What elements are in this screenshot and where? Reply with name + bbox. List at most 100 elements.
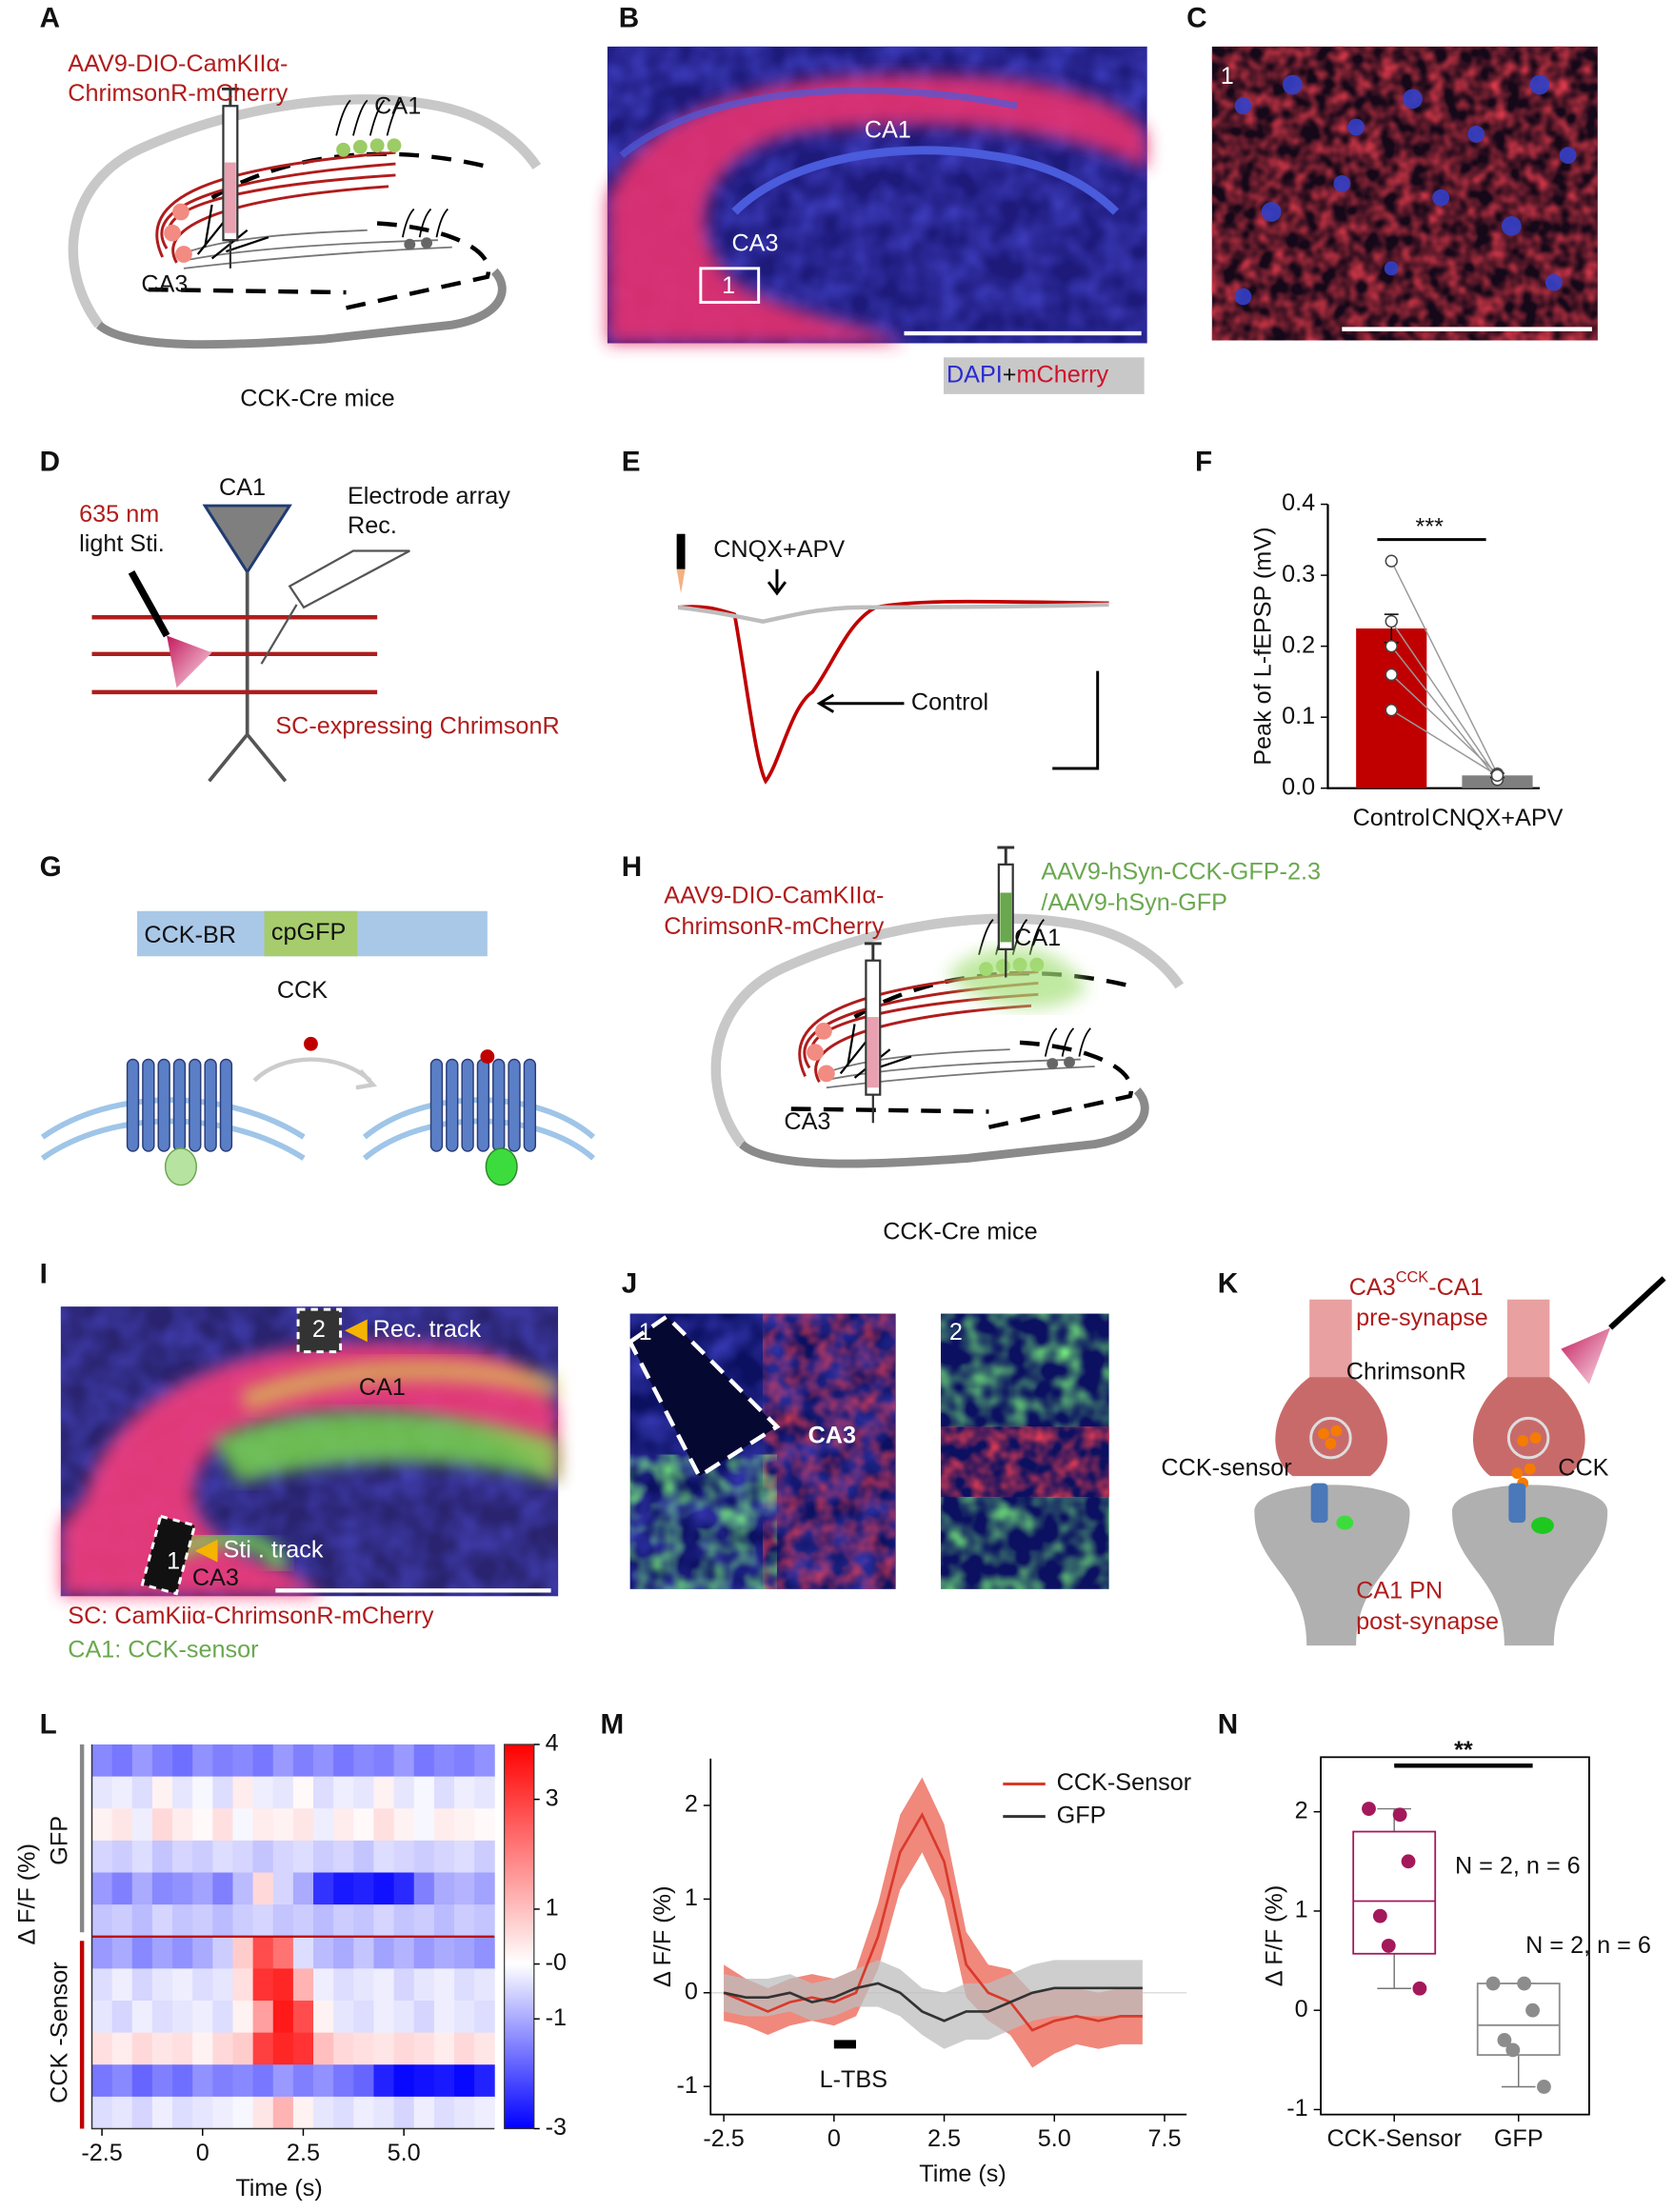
data-point xyxy=(1485,1976,1501,1991)
heat-cell xyxy=(292,1840,314,1873)
y-tick-label: 0 xyxy=(685,1978,698,2004)
inset-box xyxy=(699,267,761,304)
heat-cell xyxy=(212,2032,233,2065)
virus-label: AAV9-DIO-CamKIIα- xyxy=(664,883,884,909)
heat-cell xyxy=(151,2000,173,2034)
heat-cell xyxy=(333,1904,354,1938)
gfp-dim xyxy=(164,1147,198,1186)
heat-cell xyxy=(252,1840,274,1873)
heat-cell xyxy=(212,2096,233,2129)
heat-cell xyxy=(433,1776,455,1809)
pathway-label-part: -CA1 xyxy=(1428,1274,1483,1301)
stim-label: light Sti. xyxy=(79,530,165,557)
track-label: Sti . track xyxy=(223,1536,323,1563)
heat-cell xyxy=(353,1840,374,1873)
heat-cell xyxy=(353,2000,374,2034)
heat-cell xyxy=(131,1808,153,1842)
neuron-dendrite xyxy=(208,571,288,783)
series-line xyxy=(723,1982,1143,2023)
heat-cell xyxy=(151,1776,173,1809)
heat-cell xyxy=(393,2096,415,2129)
light-cone xyxy=(167,635,212,688)
stain-legend-red: mCherry xyxy=(1017,361,1109,388)
heat-cell xyxy=(413,2096,435,2129)
pathway-label: SC-expressing ChrimsonR xyxy=(275,713,559,740)
heat-cell xyxy=(373,2032,395,2065)
data-point xyxy=(1525,2003,1540,2018)
region-label: CA3 xyxy=(192,1564,239,1591)
heat-cell xyxy=(292,2000,314,2034)
heat-cell xyxy=(111,1744,133,1778)
box xyxy=(1476,1983,1561,2056)
drug-trace xyxy=(677,602,1109,624)
injection-needle xyxy=(997,846,1015,978)
gfp-bright xyxy=(485,1147,518,1186)
heat-cell xyxy=(91,1808,113,1842)
stim-track-box xyxy=(627,1313,781,1480)
stain-legend: DAPI+mCherry xyxy=(947,361,1109,388)
heat-cell xyxy=(373,2064,395,2098)
pathway-label: pre-synapse xyxy=(1356,1305,1488,1331)
cell-label: post-synapse xyxy=(1356,1608,1499,1635)
heat-cell xyxy=(413,2032,435,2065)
heat-cell xyxy=(373,1744,395,1778)
region-label: CA1 xyxy=(219,474,266,501)
error-band xyxy=(724,1960,1143,2049)
legend-label: CCK-Sensor xyxy=(1057,1769,1191,1796)
heat-cell xyxy=(353,1808,374,1842)
heat-cell xyxy=(313,2000,334,2034)
region-label: CA3 xyxy=(141,270,188,297)
cpgfp-insert xyxy=(264,910,358,957)
heat-cell xyxy=(353,1776,374,1809)
heat-cell xyxy=(212,1744,233,1778)
heat-cell xyxy=(131,2064,153,2098)
data-point xyxy=(1385,668,1398,682)
data-point xyxy=(1392,1807,1407,1823)
heat-cell xyxy=(413,1744,435,1778)
heat-cell xyxy=(232,1872,254,1905)
stim-label: 635 nm xyxy=(79,501,159,528)
heat-cell xyxy=(252,2064,274,2098)
heat-cell xyxy=(192,1808,213,1842)
heat-cell xyxy=(91,1744,113,1778)
synapse-schematic xyxy=(1254,1276,1666,1646)
heat-cell xyxy=(272,1904,294,1938)
heat-cell xyxy=(474,2032,495,2065)
arrow xyxy=(767,568,787,596)
heat-cell xyxy=(313,1744,334,1778)
y-tick-label: 0 xyxy=(1295,1996,1308,2023)
panel-letter: C xyxy=(1186,3,1206,34)
heat-cell xyxy=(453,2096,475,2129)
micrograph-texture xyxy=(941,1313,1109,1427)
heat-cell xyxy=(373,1840,395,1873)
heat-cell xyxy=(131,2096,153,2129)
heat-cell xyxy=(91,2096,113,2129)
heat-cell xyxy=(212,2064,233,2098)
heat-cell xyxy=(151,1840,173,1873)
x-tick-label: 2.5 xyxy=(927,2125,961,2152)
heat-cell xyxy=(453,1808,475,1842)
heat-cell xyxy=(272,1936,294,1969)
y-axis-label: Δ F/F (%) xyxy=(13,1843,40,1944)
heat-cell xyxy=(131,1872,153,1905)
heat-cell xyxy=(292,2032,314,2065)
heat-cell xyxy=(292,2096,314,2129)
stain-legend-blue: DAPI xyxy=(947,361,1003,388)
data-point xyxy=(1385,554,1398,568)
ligand-label: CCK xyxy=(277,977,328,1004)
heat-cell xyxy=(232,1904,254,1938)
inset-label: 1 xyxy=(1221,63,1234,90)
heat-cell xyxy=(393,1936,415,1969)
electrode xyxy=(260,549,410,665)
pointer xyxy=(345,1319,368,1343)
heat-cell xyxy=(131,1776,153,1809)
data-point xyxy=(1372,1908,1387,1923)
heat-cell xyxy=(272,1968,294,2002)
heat-cell xyxy=(252,2096,274,2129)
heat-cell xyxy=(333,2032,354,2065)
nuclei xyxy=(1234,74,1577,306)
box xyxy=(1352,1830,1437,1955)
virus-label: AAV9-hSyn-CCK-GFP-2.3 xyxy=(1041,858,1321,885)
heat-cell xyxy=(91,1840,113,1873)
